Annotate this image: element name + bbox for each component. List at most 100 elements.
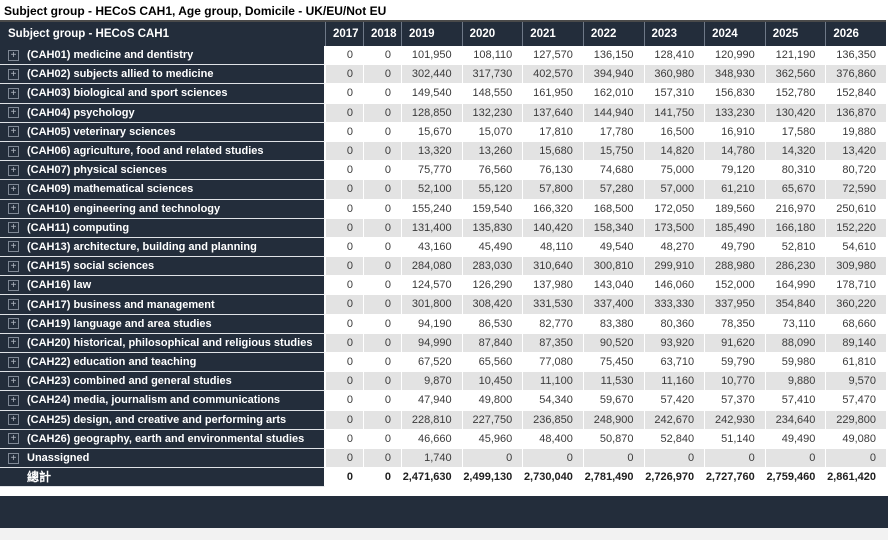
expand-icon[interactable]: + [8,49,19,61]
row-label-cell[interactable]: + (CAH01) medicine and dentistry [0,46,325,66]
value-cell[interactable]: 49,490 [764,429,826,449]
value-cell[interactable]: 9,870 [401,372,462,392]
value-cell[interactable]: 0 [522,448,583,469]
value-cell[interactable]: 152,220 [825,218,886,238]
value-cell[interactable]: 159,540 [461,199,523,219]
value-cell[interactable]: 59,670 [582,391,644,411]
value-cell[interactable]: 0 [363,122,401,142]
value-cell[interactable]: 57,800 [522,180,583,200]
value-cell[interactable]: 0 [704,448,765,469]
value-cell[interactable]: 48,270 [643,237,705,258]
row-label-cell[interactable]: + (CAH25) design, and creative and perfo… [0,410,325,430]
value-cell[interactable]: 0 [363,103,401,123]
value-cell[interactable]: 156,830 [704,84,765,104]
value-cell[interactable]: 54,610 [825,237,886,258]
value-cell[interactable]: 333,330 [643,295,705,315]
value-cell[interactable]: 0 [363,295,401,315]
value-cell[interactable]: 75,450 [582,353,644,373]
column-header-year[interactable]: 2021 [522,22,583,46]
value-cell[interactable]: 337,950 [704,295,765,315]
value-cell[interactable]: 46,660 [401,429,462,449]
value-cell[interactable]: 2,730,040 [522,468,583,488]
value-cell[interactable]: 48,110 [522,237,583,258]
value-cell[interactable]: 0 [325,372,363,392]
value-cell[interactable]: 49,790 [704,237,765,258]
value-cell[interactable]: 0 [363,161,401,181]
value-cell[interactable]: 0 [363,429,401,449]
value-cell[interactable]: 0 [325,46,363,66]
value-cell[interactable]: 52,840 [643,429,705,449]
value-cell[interactable]: 185,490 [704,218,765,238]
expand-icon[interactable]: + [8,222,19,234]
value-cell[interactable]: 0 [325,333,363,353]
column-header-year[interactable]: 2022 [582,22,644,46]
value-cell[interactable]: 302,440 [401,65,462,85]
column-header-year[interactable]: 2026 [825,22,886,46]
column-header-year[interactable]: 2024 [704,22,765,46]
value-cell[interactable]: 337,400 [582,295,644,315]
value-cell[interactable]: 394,940 [582,65,644,85]
value-cell[interactable]: 127,570 [522,46,583,66]
value-cell[interactable]: 59,790 [704,353,765,373]
value-cell[interactable]: 51,140 [704,429,765,449]
value-cell[interactable]: 0 [325,237,363,258]
value-cell[interactable]: 87,840 [461,333,523,353]
value-cell[interactable]: 80,720 [825,161,886,181]
expand-icon[interactable]: + [8,87,19,99]
row-label-cell[interactable]: + (CAH13) architecture, building and pla… [0,237,325,258]
column-header-subject-group[interactable]: Subject group - HECoS CAH1 [8,28,170,40]
column-header-year[interactable]: 2019 [401,22,462,46]
value-cell[interactable]: 148,550 [461,84,523,104]
row-label-cell[interactable]: + (CAH05) veterinary sciences [0,122,325,142]
expand-icon[interactable]: + [8,126,19,138]
value-cell[interactable]: 360,980 [643,65,705,85]
expand-icon[interactable]: + [8,318,19,330]
value-cell[interactable]: 152,840 [825,84,886,104]
value-cell[interactable]: 131,400 [401,218,462,238]
value-cell[interactable]: 10,770 [704,372,765,392]
value-cell[interactable]: 45,960 [461,429,523,449]
expand-icon[interactable]: + [8,164,19,176]
value-cell[interactable]: 234,640 [764,410,826,430]
value-cell[interactable]: 133,230 [704,103,765,123]
column-header-year[interactable]: 2023 [643,22,705,46]
value-cell[interactable]: 0 [363,218,401,238]
value-cell[interactable]: 11,530 [582,372,644,392]
row-label-cell[interactable]: + (CAH07) physical sciences [0,161,325,181]
value-cell[interactable]: 155,240 [401,199,462,219]
value-cell[interactable]: 78,350 [704,314,765,334]
value-cell[interactable]: 0 [363,276,401,296]
value-cell[interactable]: 137,640 [522,103,583,123]
value-cell[interactable]: 189,560 [704,199,765,219]
value-cell[interactable]: 80,360 [643,314,705,334]
expand-icon[interactable]: + [8,145,19,157]
value-cell[interactable]: 47,940 [401,391,462,411]
value-cell[interactable]: 13,320 [401,141,462,162]
value-cell[interactable]: 13,260 [461,141,523,162]
value-cell[interactable]: 74,680 [582,161,644,181]
value-cell[interactable]: 0 [582,448,644,469]
value-cell[interactable]: 301,800 [401,295,462,315]
value-cell[interactable]: 90,520 [582,333,644,353]
value-cell[interactable]: 10,450 [461,372,523,392]
value-cell[interactable]: 0 [325,199,363,219]
value-cell[interactable]: 59,980 [764,353,826,373]
value-cell[interactable]: 143,040 [582,276,644,296]
value-cell[interactable]: 91,620 [704,333,765,353]
expand-icon[interactable]: + [8,107,19,119]
value-cell[interactable]: 57,470 [825,391,886,411]
value-cell[interactable]: 0 [325,84,363,104]
value-cell[interactable]: 216,970 [764,199,826,219]
value-cell[interactable]: 250,610 [825,199,886,219]
value-cell[interactable]: 2,726,970 [643,468,705,488]
value-cell[interactable]: 0 [363,257,401,277]
value-cell[interactable]: 55,120 [461,180,523,200]
expand-icon[interactable]: + [8,68,19,80]
value-cell[interactable]: 68,660 [825,314,886,334]
value-cell[interactable]: 89,140 [825,333,886,353]
value-cell[interactable]: 52,100 [401,180,462,200]
value-cell[interactable]: 0 [461,448,523,469]
value-cell[interactable]: 57,410 [764,391,826,411]
value-cell[interactable]: 130,420 [764,103,826,123]
value-cell[interactable]: 149,540 [401,84,462,104]
